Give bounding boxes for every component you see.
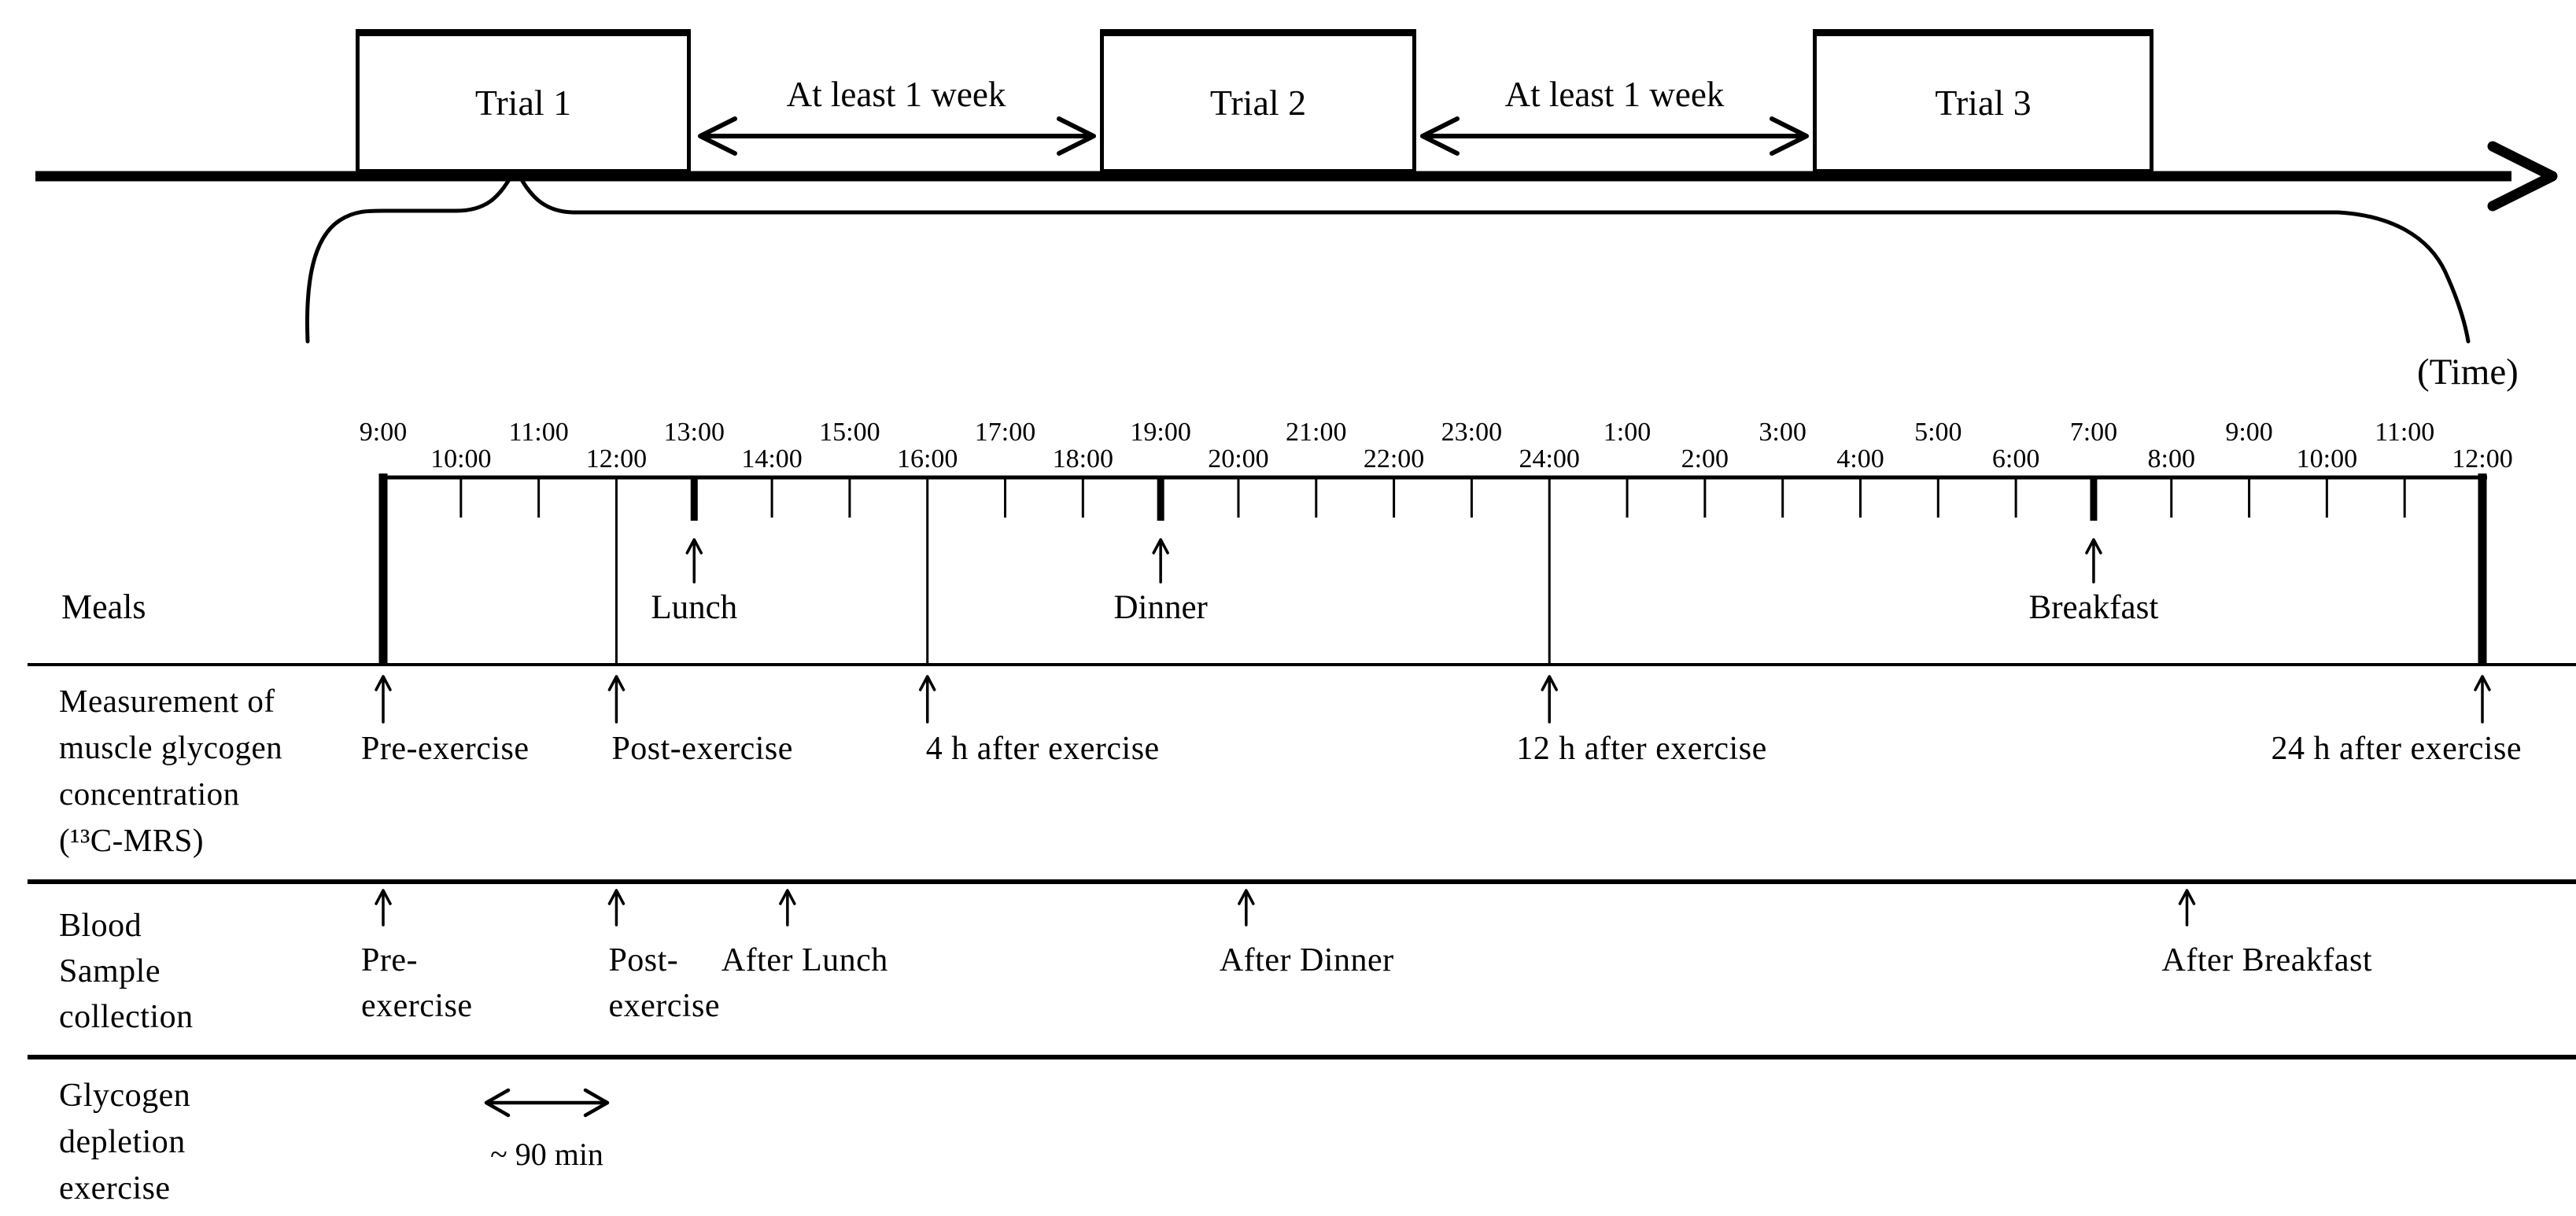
washout-double-arrow-icon <box>1420 116 1809 156</box>
meal-label: Lunch <box>651 589 738 626</box>
hour-tick-label: 11:00 <box>508 418 569 447</box>
washout-label: At least 1 week <box>786 75 1006 114</box>
measurement-row-title: Measurement of muscle glycogen concentra… <box>59 683 283 858</box>
hour-tick-label: 9:00 <box>359 418 408 447</box>
hour-tick-label: 9:00 <box>2225 418 2273 447</box>
master-timeline-arrowhead-icon <box>2487 141 2558 212</box>
trial-3-label: Trial 3 <box>1935 83 2032 123</box>
time-axis-label: (Time) <box>2417 352 2519 392</box>
measurement-arrow-icon <box>918 675 936 724</box>
hour-tick-label: 13:00 <box>663 418 725 447</box>
hour-tick-label: 1:00 <box>1603 418 1652 447</box>
washout-label: At least 1 week <box>1504 75 1725 114</box>
washout-double-arrow-icon <box>698 116 1096 156</box>
exercise-row-title: Glycogen depletion exercise <box>59 1078 191 1207</box>
exercise-duration-double-arrow-icon <box>484 1088 610 1118</box>
blood-row-title: Blood Sample collection <box>59 908 194 1035</box>
blood-sample-arrow-icon <box>779 889 796 927</box>
trial-1-label: Trial 1 <box>474 83 572 123</box>
hour-tick-label: 2:00 <box>1681 444 1729 474</box>
measurement-label: Pre-exercise <box>361 731 530 767</box>
measurement-arrow-icon <box>1541 675 1558 724</box>
hour-tick-label: 15:00 <box>819 418 880 447</box>
hour-tick-label: 5:00 <box>1914 418 1962 447</box>
blood-sample-arrow-icon <box>2178 889 2196 927</box>
hour-tick-label: 10:00 <box>2296 444 2358 474</box>
hour-tick-label: 17:00 <box>974 418 1036 447</box>
blood-sample-label: Post- exercise <box>608 942 721 1024</box>
hour-tick-label: 24:00 <box>1519 444 1580 474</box>
meals-row-title: Meals <box>61 588 146 626</box>
hour-tick-label: 8:00 <box>2147 444 2195 474</box>
blood-sample-label: After Dinner <box>1219 942 1394 978</box>
trial-2-label: Trial 2 <box>1209 83 1307 123</box>
hour-tick-label: 7:00 <box>2069 418 2118 447</box>
hour-tick-label: 12:00 <box>585 444 648 474</box>
measurement-label: 12 h after exercise <box>1516 731 1767 767</box>
hour-tick-label: 10:00 <box>430 444 492 474</box>
hour-tick-label: 3:00 <box>1759 418 1807 447</box>
hour-tick-label: 11:00 <box>2375 418 2435 447</box>
hour-tick-label: 21:00 <box>1286 418 1347 447</box>
trial-1-box: Trial 1 <box>356 29 691 173</box>
zoom-bracket-icon <box>305 175 2471 344</box>
blood-sample-arrow-icon <box>607 889 626 927</box>
blood-sample-arrow-icon <box>1238 889 1255 927</box>
measurement-label: 24 h after exercise <box>2271 731 2522 767</box>
measurement-label: Post-exercise <box>611 731 793 767</box>
hour-tick-label: 23:00 <box>1441 418 1503 447</box>
meal-arrow-icon <box>2085 538 2102 584</box>
meal-label: Breakfast <box>2028 589 2159 626</box>
meal-arrow-icon <box>1152 538 1169 584</box>
measurement-arrow-icon <box>2474 675 2491 724</box>
hour-tick-label: 12:00 <box>2452 444 2513 474</box>
meal-arrow-icon <box>685 538 703 584</box>
hour-tick-label: 4:00 <box>1836 444 1884 474</box>
meal-label: Dinner <box>1113 589 1208 626</box>
hour-tick-label: 6:00 <box>1991 444 2040 474</box>
blood-sample-arrow-icon <box>375 889 392 927</box>
blood-sample-label: After Breakfast <box>2161 942 2373 978</box>
hour-tick-label: 22:00 <box>1363 444 1425 474</box>
trial-2-box: Trial 2 <box>1100 29 1416 173</box>
trial-3-box: Trial 3 <box>1813 29 2153 173</box>
exercise-duration-label: ~ 90 min <box>490 1137 603 1172</box>
hour-tick-label: 19:00 <box>1130 418 1191 447</box>
measurement-arrow-icon <box>607 675 626 724</box>
blood-sample-label: After Lunch <box>721 942 888 978</box>
measurement-arrow-icon <box>375 675 392 724</box>
hour-tick-label: 16:00 <box>896 444 958 474</box>
hour-tick-label: 20:00 <box>1208 444 1269 474</box>
measurement-label: 4 h after exercise <box>925 731 1160 767</box>
blood-sample-label: Pre- exercise <box>361 942 473 1024</box>
hour-tick-label: 14:00 <box>741 444 803 474</box>
hour-tick-label: 18:00 <box>1052 444 1114 474</box>
